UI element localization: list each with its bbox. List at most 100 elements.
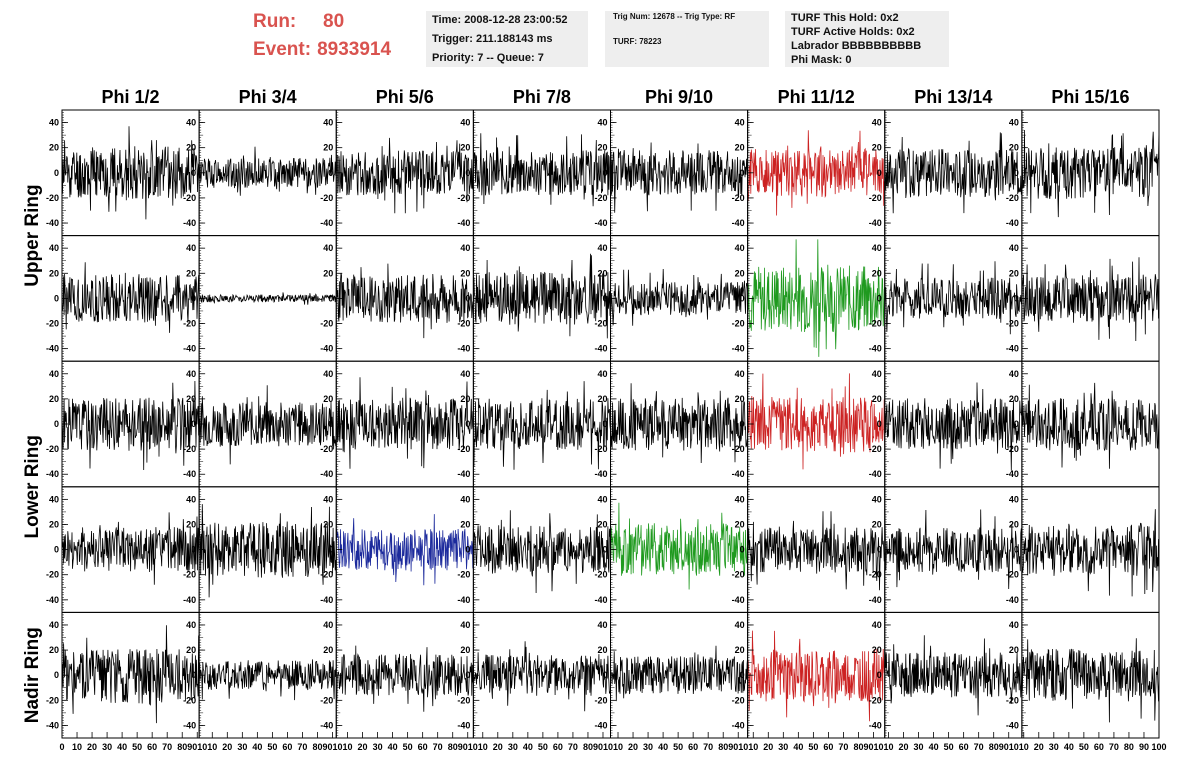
y-tick-label: 0	[54, 168, 59, 178]
waveform-trace	[198, 504, 337, 598]
y-tick-label: 40	[460, 620, 470, 630]
waveform-trace	[473, 510, 611, 594]
y-tick-label: -40	[320, 469, 333, 479]
y-tick-label: -40	[1006, 344, 1019, 354]
ring-label: Nadir Ring	[22, 627, 43, 723]
x-tick-label: 10	[207, 742, 217, 752]
y-tick-label: -20	[457, 319, 470, 329]
y-tick-label: -40	[457, 218, 470, 228]
x-tick-label: 9010	[728, 742, 748, 752]
waveform-trace	[61, 262, 200, 333]
x-tick-label: 80	[448, 742, 458, 752]
y-tick-label: 20	[597, 143, 607, 153]
phi-column-label: Phi 3/4	[239, 87, 297, 107]
x-tick-label: 60	[688, 742, 698, 752]
y-tick-label: 0	[1014, 168, 1019, 178]
waveform-trace	[198, 385, 337, 465]
y-tick-label: -20	[46, 319, 59, 329]
x-tick-label: 9010	[322, 742, 342, 752]
waveform-trace	[335, 377, 474, 469]
x-tick-label: 60	[1094, 742, 1104, 752]
y-tick-label: 0	[877, 168, 882, 178]
y-tick-label: 0	[328, 293, 333, 303]
x-tick-label: 50	[1079, 742, 1089, 752]
y-tick-label: 40	[597, 369, 607, 379]
y-tick-label: 0	[602, 545, 607, 555]
waveform-trace	[610, 645, 748, 702]
y-tick-label: 40	[323, 494, 333, 504]
y-tick-label: 20	[460, 519, 470, 529]
turf-text: TURF: 78223	[613, 37, 662, 46]
y-tick-label: 20	[186, 394, 196, 404]
x-tick-label: 60	[823, 742, 833, 752]
waveform-trace	[884, 261, 1023, 335]
run-label: Run:	[253, 11, 297, 32]
trigger-text: Trigger: 211.188143 ms	[432, 33, 553, 45]
y-tick-label: -40	[732, 595, 745, 605]
y-tick-label: 0	[465, 545, 470, 555]
y-tick-label: 0	[465, 419, 470, 429]
x-tick-label: 10	[478, 742, 488, 752]
y-tick-label: -40	[457, 595, 470, 605]
x-tick-label: 10	[883, 742, 893, 752]
y-tick-label: -20	[46, 193, 59, 203]
x-tick-label: 10	[72, 742, 82, 752]
y-tick-label: -40	[594, 218, 607, 228]
waveform-trace	[747, 130, 886, 216]
x-tick-label: 20	[222, 742, 232, 752]
x-tick-label: 50	[132, 742, 142, 752]
y-tick-label: 40	[460, 243, 470, 253]
y-tick-label: 20	[49, 519, 59, 529]
x-tick-label: 30	[373, 742, 383, 752]
waveform-trace	[610, 142, 748, 213]
x-tick-label: 50	[403, 742, 413, 752]
x-tick-label: 40	[658, 742, 668, 752]
y-tick-label: -40	[594, 720, 607, 730]
x-tick-label: 60	[959, 742, 969, 752]
y-tick-label: 0	[602, 419, 607, 429]
y-tick-label: -20	[320, 319, 333, 329]
x-tick-label: 40	[793, 742, 803, 752]
y-tick-label: 0	[602, 168, 607, 178]
y-tick-label: 20	[323, 519, 333, 529]
y-tick-label: -40	[183, 469, 196, 479]
y-tick-label: 0	[328, 670, 333, 680]
y-tick-label: 40	[735, 118, 745, 128]
waveform-trace	[335, 645, 474, 712]
x-tick-label: 0	[59, 742, 64, 752]
y-tick-label: 0	[1014, 293, 1019, 303]
y-tick-label: 20	[323, 143, 333, 153]
y-tick-label: 40	[735, 494, 745, 504]
y-tick-label: 20	[735, 143, 745, 153]
x-tick-label: 80	[853, 742, 863, 752]
y-tick-label: -20	[732, 444, 745, 454]
phi-column-label: Phi 1/2	[102, 87, 160, 107]
waveform-trace	[1021, 638, 1160, 723]
y-tick-label: 40	[186, 118, 196, 128]
event-value: 8933914	[317, 39, 392, 60]
y-tick-label: 40	[597, 494, 607, 504]
y-tick-label: -40	[183, 218, 196, 228]
y-tick-label: 0	[54, 545, 59, 555]
y-tick-label: 20	[460, 268, 470, 278]
y-tick-label: -20	[46, 570, 59, 580]
x-tick-label: 50	[944, 742, 954, 752]
x-tick-label: 80	[177, 742, 187, 752]
waveform-trace	[473, 641, 611, 712]
y-tick-label: -40	[1006, 595, 1019, 605]
y-tick-label: 20	[49, 645, 59, 655]
y-tick-label: -40	[46, 595, 59, 605]
y-tick-label: 0	[1014, 545, 1019, 555]
y-tick-label: 20	[735, 268, 745, 278]
waveform-trace	[335, 263, 474, 339]
waveform-trace	[473, 253, 611, 339]
y-tick-label: -40	[869, 344, 882, 354]
y-tick-label: 0	[465, 293, 470, 303]
y-tick-label: -40	[457, 344, 470, 354]
y-tick-label: -20	[457, 444, 470, 454]
x-tick-label: 9010	[593, 742, 613, 752]
waveform-trace	[747, 630, 886, 722]
y-tick-label: 0	[740, 293, 745, 303]
x-tick-label: 30	[102, 742, 112, 752]
